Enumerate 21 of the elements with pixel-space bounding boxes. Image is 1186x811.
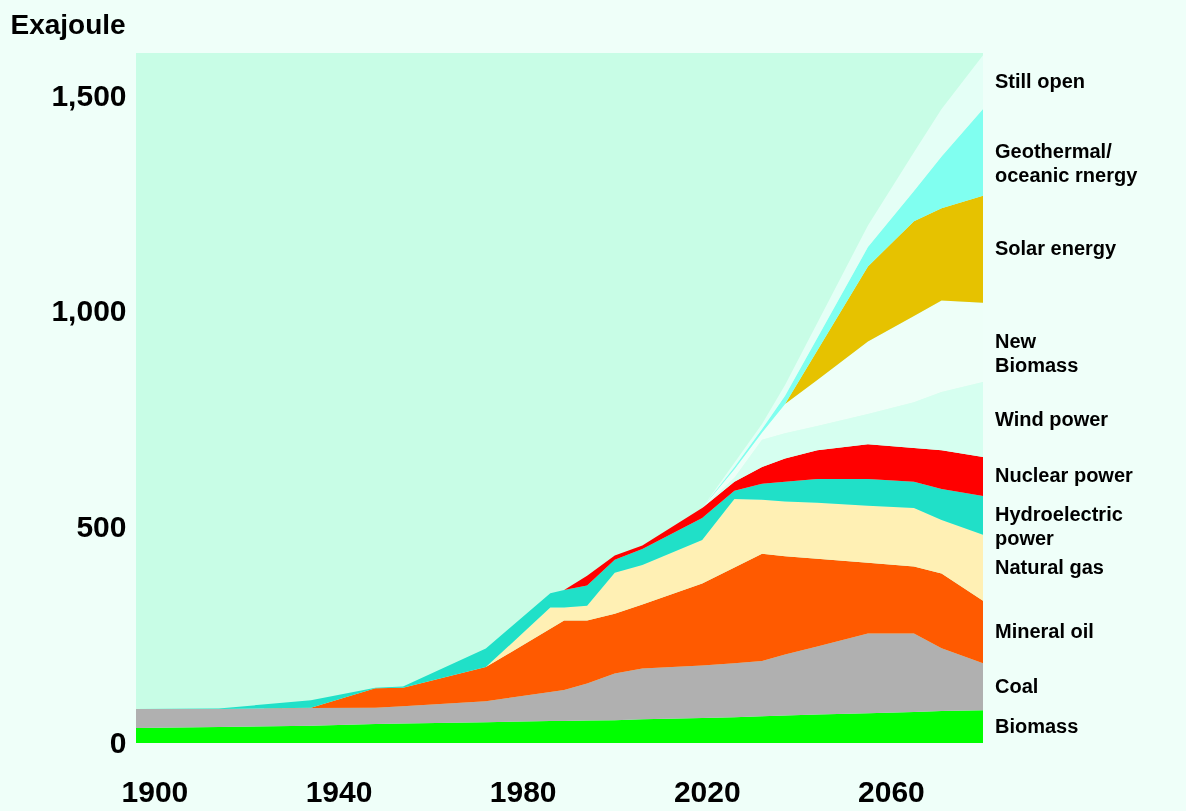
y-tick-label: 1,000 — [51, 294, 127, 328]
x-tick-label: 2020 — [673, 774, 741, 808]
series-label: Geothermal/ oceanic rnergy — [995, 140, 1139, 187]
series-label: Solar energy — [995, 237, 1118, 260]
x-tick-label: 1900 — [121, 774, 189, 808]
x-tick-label: 1980 — [489, 774, 557, 808]
x-tick-label: 2060 — [858, 774, 925, 808]
series-label: Wind power — [995, 407, 1109, 430]
y-tick-label: 1,500 — [51, 78, 127, 112]
series-label: Hydroelectric power — [995, 503, 1123, 550]
series-label: Coal — [995, 674, 1039, 697]
series-label: Still open — [995, 70, 1085, 93]
y-tick-label: 500 — [76, 509, 127, 543]
series-label: Natural gas — [995, 555, 1104, 578]
series-label: Mineral oil — [995, 619, 1094, 642]
x-tick-label: 1940 — [305, 774, 373, 808]
series-label: Biomass — [995, 714, 1079, 737]
series-label: New Biomass — [995, 330, 1079, 377]
y-axis-title: Exajoule — [10, 8, 126, 40]
series-label: Nuclear power — [995, 464, 1134, 487]
y-tick-label: 0 — [109, 725, 127, 759]
